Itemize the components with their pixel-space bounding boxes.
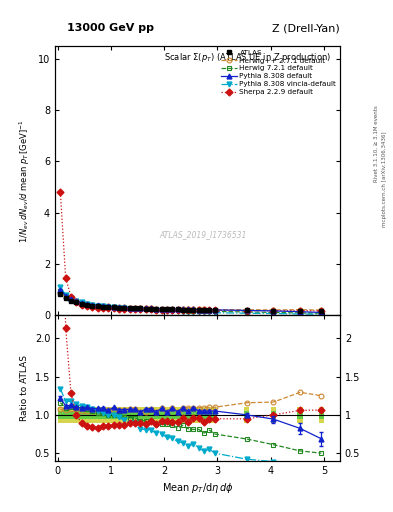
Text: mcplots.cern.ch [arXiv:1306.3436]: mcplots.cern.ch [arXiv:1306.3436] xyxy=(382,132,387,227)
Y-axis label: $1/N_{ev}\,dN_{ev}/d$ mean $p_T\,[{\rm GeV}]^{-1}$: $1/N_{ev}\,dN_{ev}/d$ mean $p_T\,[{\rm G… xyxy=(18,119,32,243)
Text: 13000 GeV pp: 13000 GeV pp xyxy=(67,23,154,33)
X-axis label: Mean $p_T$/d$\eta\,d\phi$: Mean $p_T$/d$\eta\,d\phi$ xyxy=(162,481,233,495)
Legend: ATLAS, Herwig++ 2.7.1 default, Herwig 7.2.1 default, Pythia 8.308 default, Pythi: ATLAS, Herwig++ 2.7.1 default, Herwig 7.… xyxy=(219,48,338,96)
Text: Scalar $\Sigma(p_T)$ (ATLAS UE in Z production): Scalar $\Sigma(p_T)$ (ATLAS UE in Z prod… xyxy=(164,52,331,65)
Text: ATLAS_2019_I1736531: ATLAS_2019_I1736531 xyxy=(160,230,247,239)
Text: Rivet 3.1.10, ≥ 3.1M events: Rivet 3.1.10, ≥ 3.1M events xyxy=(374,105,379,182)
Y-axis label: Ratio to ATLAS: Ratio to ATLAS xyxy=(20,355,29,421)
Text: Z (Drell-Yan): Z (Drell-Yan) xyxy=(272,23,340,33)
